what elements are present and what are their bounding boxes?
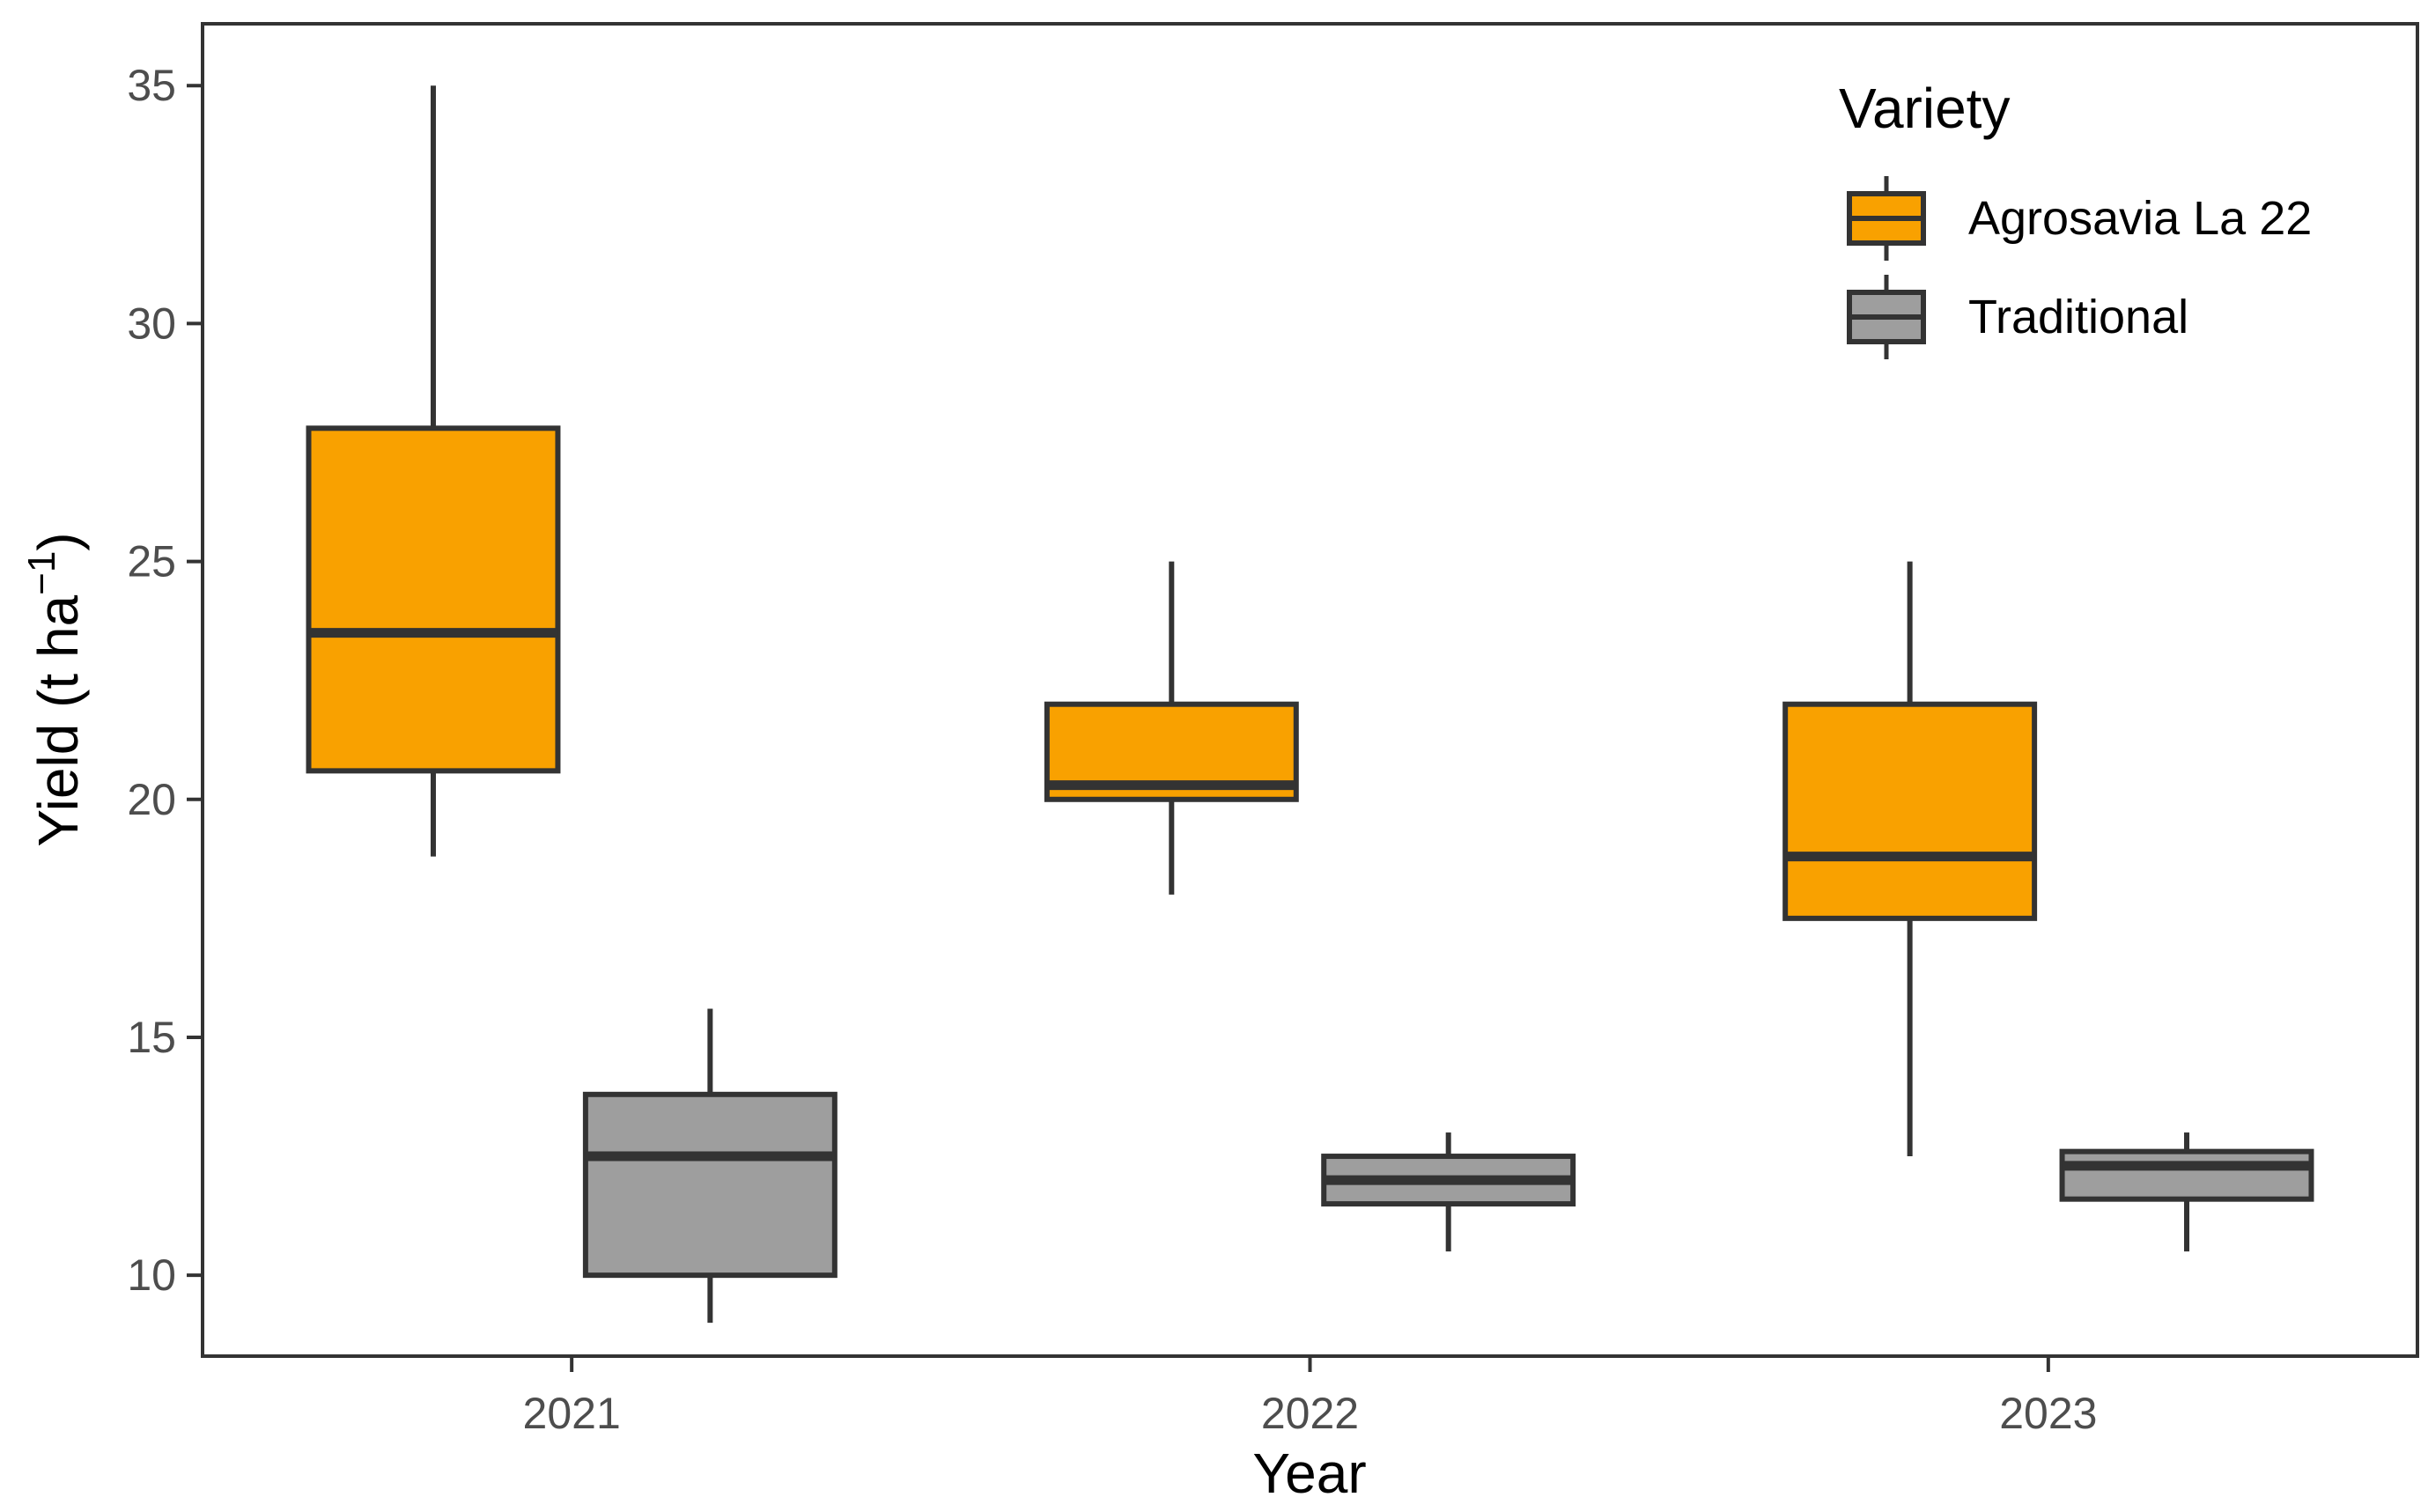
y-tick-label: 15 [127, 1013, 176, 1062]
legend: Variety Agrosavia La 22 Traditional [1839, 77, 2312, 359]
y-tick-label: 25 [127, 537, 176, 586]
box-2022-series-2 [1321, 1132, 1576, 1252]
box-2021-series-1 [306, 85, 561, 857]
box-2021-series-2 [582, 1008, 838, 1324]
box-2022-series-1 [1044, 561, 1299, 895]
box-2023-series-1 [1782, 561, 2038, 1157]
y-axis-title: Yield (t ha−1) [20, 532, 90, 846]
boxes-layer [306, 85, 2314, 1324]
y-axis-title-superscript: −1 [20, 551, 63, 595]
y-tick-label: 30 [127, 299, 176, 348]
box-iqr [2059, 1148, 2314, 1202]
legend-label: Agrosavia La 22 [1968, 192, 2312, 245]
legend-title: Variety [1839, 77, 2010, 140]
x-axis-title: Year [1252, 1442, 1366, 1505]
y-tick-label: 35 [127, 61, 176, 110]
x-tick-label: 2021 [523, 1389, 621, 1438]
x-tick-label: 2022 [1261, 1389, 1359, 1438]
y-axis-title-main: Yield (t ha [26, 594, 90, 846]
y-axis-title-close: ) [26, 532, 90, 550]
box-iqr [306, 425, 561, 774]
box-iqr [582, 1091, 838, 1279]
y-tick-label: 10 [127, 1250, 176, 1300]
legend-item: Traditional [1847, 275, 2188, 359]
box-2023-series-2 [2059, 1132, 2314, 1252]
box-iqr [1782, 701, 2038, 921]
legend-label: Traditional [1968, 291, 2188, 343]
x-tick-label: 2023 [1999, 1389, 2097, 1438]
y-tick-label: 20 [127, 775, 176, 824]
y-axis: 10 15 20 25 30 35 [127, 61, 203, 1300]
x-axis: 2021 2022 2023 [523, 1356, 2097, 1438]
legend-item: Agrosavia La 22 [1847, 176, 2312, 261]
plot-panel [201, 22, 2419, 1358]
